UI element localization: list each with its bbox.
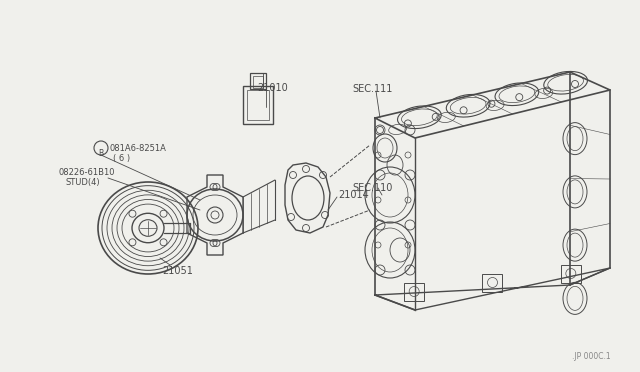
- Text: B: B: [99, 148, 104, 157]
- Bar: [253, 76, 263, 88]
- Bar: [483, 273, 502, 292]
- Text: 21051: 21051: [162, 266, 193, 276]
- Bar: [561, 264, 581, 282]
- Text: ( 6 ): ( 6 ): [113, 154, 130, 163]
- Text: 21010: 21010: [257, 83, 288, 93]
- Bar: [247, 90, 269, 120]
- Bar: [243, 86, 273, 124]
- Bar: [404, 282, 424, 301]
- Text: 08226-61B10: 08226-61B10: [58, 168, 115, 177]
- Text: SEC.111: SEC.111: [352, 84, 392, 94]
- Text: STUD(4): STUD(4): [65, 178, 100, 187]
- Text: 21014: 21014: [338, 190, 369, 200]
- Text: .JP 000C.1: .JP 000C.1: [572, 352, 611, 361]
- Text: SEC.110: SEC.110: [352, 183, 392, 193]
- Text: 081A6-8251A: 081A6-8251A: [109, 144, 166, 153]
- Bar: [250, 73, 266, 89]
